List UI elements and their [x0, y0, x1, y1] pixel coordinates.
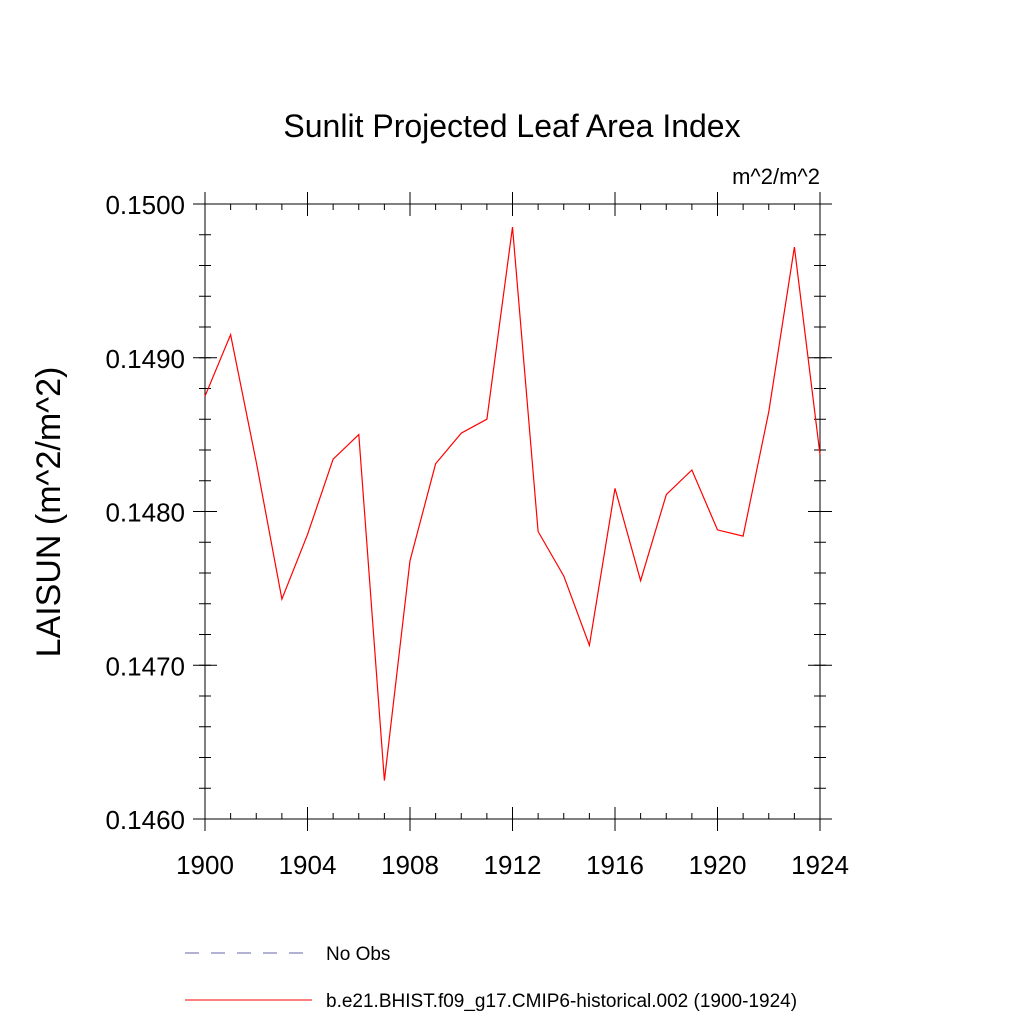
y-axis-label: LAISUN (m^2/m^2): [30, 367, 68, 658]
y-tick-label: 0.1500: [105, 190, 185, 220]
x-tick-label: 1904: [279, 850, 337, 880]
y-tick-label: 0.1490: [105, 344, 185, 374]
x-tick-label: 1900: [176, 850, 234, 880]
chart-title: Sunlit Projected Leaf Area Index: [283, 108, 740, 144]
legend: No Obs b.e21.BHIST.f09_g17.CMIP6-historic…: [185, 944, 797, 1012]
x-tick-label: 1924: [791, 850, 849, 880]
x-tick-label: 1912: [484, 850, 542, 880]
x-tick-label: 1916: [586, 850, 644, 880]
x-tick-label: 1908: [381, 850, 439, 880]
units-label: m^2/m^2: [732, 164, 820, 189]
legend-label: b.e21.BHIST.f09_g17.CMIP6-historical.002…: [326, 991, 797, 1012]
legend-label: No Obs: [326, 944, 390, 965]
y-tick-label: 0.1480: [105, 498, 185, 528]
axis-ticks: [193, 192, 832, 831]
y-tick-label: 0.1460: [105, 805, 185, 835]
series-layer: [204, 227, 821, 781]
axis-tick-labels: 0.1460 0.1470 0.1480 0.1490 0.1500 1900 1904 19…: [105, 190, 848, 880]
plot-frame: [204, 203, 821, 820]
y-tick-label: 0.1470: [105, 651, 185, 681]
x-tick-label: 1920: [689, 850, 747, 880]
series-line: [204, 227, 821, 781]
